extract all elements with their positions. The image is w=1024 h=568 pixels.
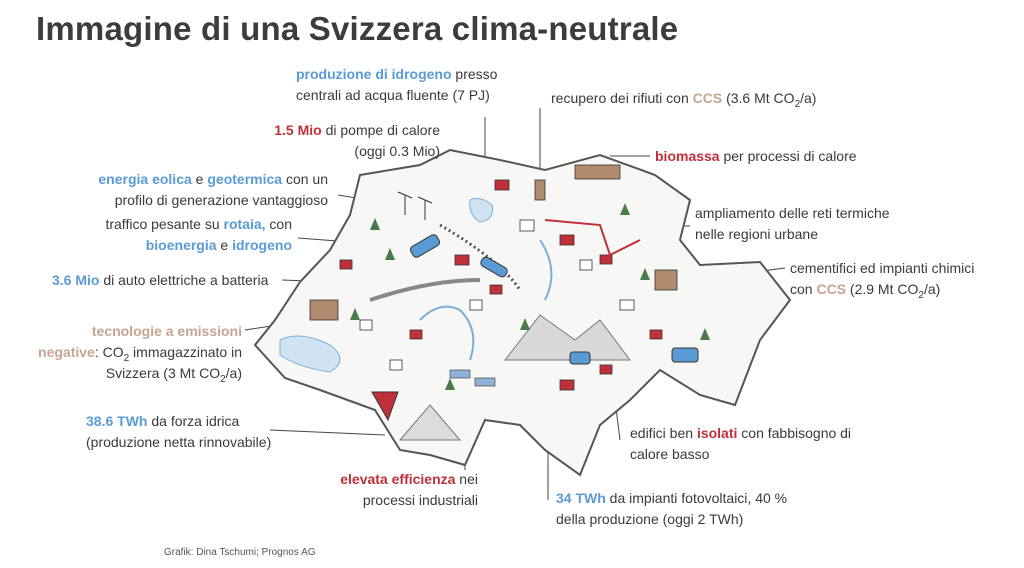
label-freight-rail: traffico pesante su rotaia, con bioenerg… [105, 216, 292, 253]
label-electric-cars: 3.6 Mio di auto elettriche a batteria [52, 272, 269, 288]
label-waste-ccs: recupero dei rifiuti con CCS (3.6 Mt CO2… [551, 90, 817, 110]
label-hydrogen-production: produzione di idrogeno presso centrali a… [296, 66, 498, 103]
label-biomass: biomassa per processi di calore [655, 148, 857, 164]
label-heat-pumps: 1.5 Mio di pompe di calore (oggi 0.3 Mio… [274, 122, 440, 159]
label-cement-ccs: cementifici ed impianti chimici con CCS … [790, 260, 975, 301]
page-title: Immagine di una Svizzera clima-neutrale [36, 10, 679, 47]
label-solar: 34 TWh da impianti fotovoltaici, 40 % de… [556, 490, 788, 527]
label-hydropower: 38.6 TWh da forza idrica (produzione net… [86, 413, 272, 450]
label-wind-geothermal: energia eolica e geotermica con un profi… [98, 171, 328, 208]
label-industrial-efficiency: elevata efficienza nei processi industri… [340, 471, 478, 508]
label-negative-emissions: tecnologie a emissioni negative: CO2 imm… [38, 323, 242, 385]
image-credit: Grafik: Dina Tschumi; Prognos AG [164, 547, 316, 558]
label-district-heating: ampliamento delle reti termiche nelle re… [695, 205, 890, 242]
label-insulated-buildings: edifici ben isolati con fabbisogno di ca… [630, 425, 852, 462]
